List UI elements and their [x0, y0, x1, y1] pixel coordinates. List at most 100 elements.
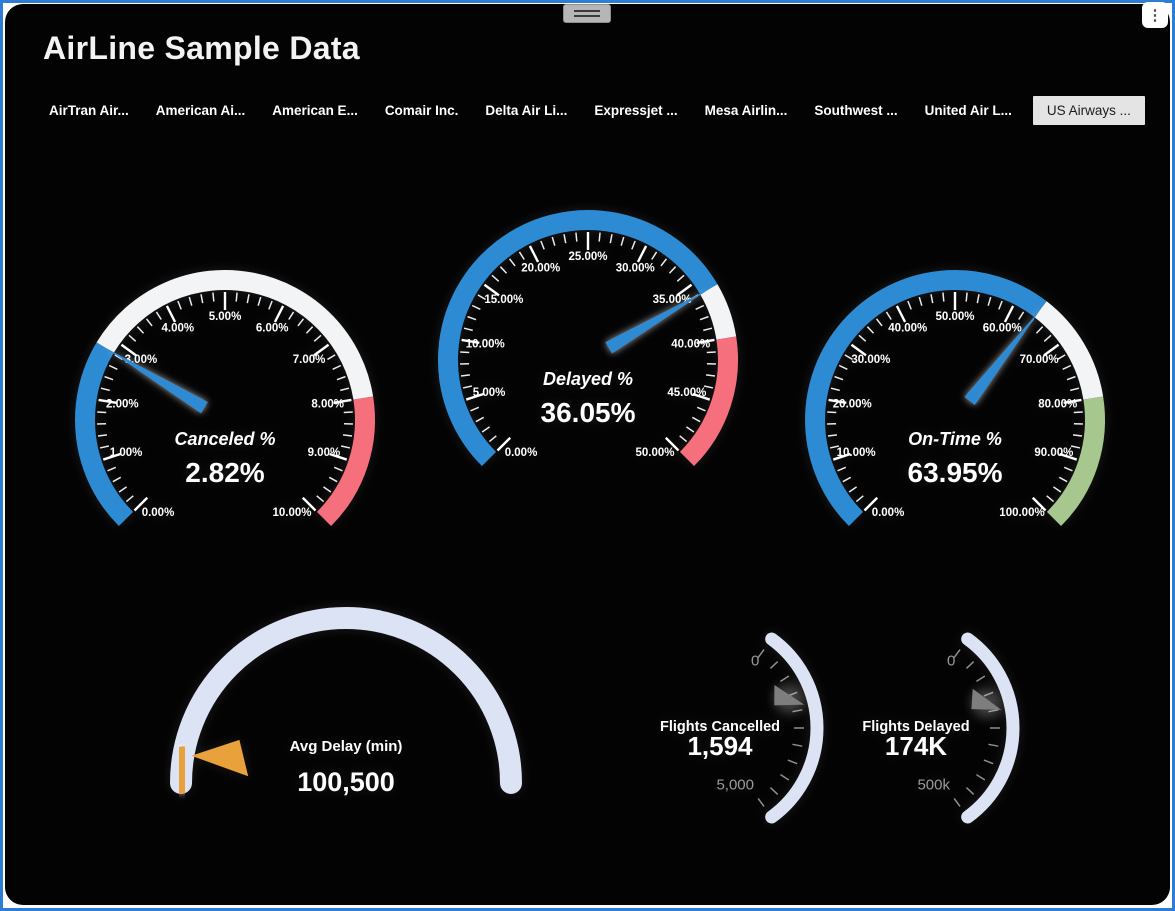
tab-us-airways[interactable]: US Airways ...	[1032, 96, 1145, 125]
minor-tick	[942, 292, 945, 302]
minor-tick	[488, 435, 497, 443]
tab-expressjet[interactable]: Expressjet ...	[594, 103, 678, 118]
minor-tick	[340, 387, 350, 392]
minor-tick	[575, 232, 578, 242]
gauge-title: Avg Delay (min)	[290, 738, 403, 755]
gauge-track	[961, 632, 1020, 824]
minor-tick	[481, 426, 490, 433]
minor-tick	[104, 375, 114, 381]
minor-tick	[769, 661, 779, 669]
tick-label: 9.00%	[308, 447, 341, 459]
gauge-value: 100,500	[297, 767, 395, 797]
minor-tick	[976, 675, 986, 683]
tick-label: 10.00%	[466, 339, 505, 351]
minor-tick	[97, 434, 108, 437]
tick-label: 10.00%	[837, 447, 876, 459]
major-tick	[850, 343, 867, 357]
minor-tick	[313, 334, 322, 342]
minor-tick	[1035, 326, 1044, 334]
flights-delayed-gauge[interactable]: 0 500k Flights Delayed 174K	[836, 613, 1036, 841]
major-tick	[636, 245, 648, 263]
minor-tick	[703, 327, 713, 332]
gauge-arc-segment	[438, 209, 718, 467]
tick-label: 35.00%	[653, 294, 692, 306]
minor-tick	[1018, 311, 1025, 320]
ontime-gauge[interactable]: 0.00% 10.00% 20.00% 30.00% 40.00% 50.00% 60.00…	[785, 260, 1125, 575]
canceled-gauge[interactable]: 0.00% 1.00% 2.00% 3.00% 4.00% 5.00% 6.00% 7.00%…	[55, 260, 395, 575]
minor-tick	[1057, 354, 1066, 361]
gauge-arc-segment	[700, 284, 737, 340]
minor-tick	[246, 294, 250, 304]
minor-tick	[97, 411, 107, 414]
tab-american-e[interactable]: American E...	[272, 103, 358, 118]
minor-tick	[155, 311, 162, 320]
major-tick	[1063, 398, 1082, 404]
tick-label: 40.00%	[671, 339, 710, 351]
minor-tick	[257, 296, 262, 306]
minor-tick	[965, 661, 975, 669]
minor-tick	[288, 311, 295, 320]
tab-american-ai[interactable]: American Ai...	[155, 103, 246, 118]
tab-delta-air-li[interactable]: Delta Air Li...	[485, 103, 568, 118]
tab-comair-inc[interactable]: Comair Inc.	[384, 103, 459, 118]
minor-tick	[757, 649, 765, 659]
minor-tick	[1070, 387, 1080, 392]
tick-label: 40.00%	[888, 322, 927, 334]
avg-delay-gauge[interactable]: Avg Delay (min) 100,500	[153, 593, 543, 828]
minor-tick	[470, 406, 480, 412]
delayed-gauge[interactable]: 0.00% 5.00% 10.00% 15.00% 20.00% 25.00% 30.00%…	[418, 200, 758, 515]
tick-label: 4.00%	[161, 322, 194, 334]
minor-tick	[842, 476, 852, 483]
tick-label: 0.00%	[505, 447, 538, 459]
drag-handle[interactable]	[563, 4, 611, 23]
minor-tick	[177, 300, 182, 310]
minor-tick	[99, 445, 110, 449]
minor-tick	[540, 240, 545, 250]
minor-tick	[100, 387, 110, 392]
minor-tick	[918, 296, 923, 306]
gauge-arc-segment	[1046, 396, 1105, 527]
major-tick	[301, 496, 317, 512]
tab-united-air-l[interactable]: United Air L...	[924, 103, 1012, 118]
gauge-arc-segment	[679, 336, 738, 467]
minor-tick	[706, 351, 716, 354]
gauge-value: 63.95%	[908, 457, 1003, 488]
minor-tick	[987, 296, 992, 306]
minor-tick	[467, 315, 477, 321]
gauge-title: Delayed %	[543, 369, 633, 389]
minor-tick	[323, 486, 332, 493]
minor-tick	[471, 304, 481, 311]
gauge-needle	[605, 288, 710, 354]
gauge-arc-segment	[96, 270, 374, 400]
minor-tick	[651, 251, 658, 260]
major-tick	[1043, 343, 1060, 357]
minor-tick	[1053, 486, 1062, 493]
tab-mesa-airlin[interactable]: Mesa Airlin...	[704, 103, 788, 118]
tab-airtran-air[interactable]: AirTran Air...	[49, 103, 129, 118]
minor-tick	[1072, 434, 1083, 437]
major-tick	[895, 305, 907, 323]
minor-tick	[620, 236, 625, 246]
tick-label: 20.00%	[521, 262, 560, 274]
tab-southwest[interactable]: Southwest ...	[814, 103, 898, 118]
major-tick	[273, 305, 285, 323]
minor-tick	[332, 364, 342, 371]
minor-tick	[327, 354, 336, 361]
gauge-title: Flights Cancelled	[660, 719, 780, 735]
minor-tick	[136, 326, 145, 334]
minor-tick	[757, 797, 765, 807]
minor-tick	[699, 315, 709, 321]
minor-tick	[1073, 411, 1083, 414]
minor-tick	[463, 327, 473, 332]
minor-tick	[460, 374, 471, 377]
minor-tick	[705, 374, 716, 377]
gauge-arc-segment	[316, 396, 375, 527]
minor-tick	[998, 300, 1003, 310]
major-tick	[329, 452, 348, 461]
minor-tick	[305, 326, 314, 334]
minor-tick	[953, 797, 961, 807]
flights-cancelled-gauge[interactable]: 0 5,000 Flights Cancelled 1,594	[640, 613, 840, 841]
more-options-button[interactable]: ⋮	[1142, 2, 1168, 28]
major-tick	[461, 338, 480, 344]
minor-tick	[316, 495, 325, 503]
